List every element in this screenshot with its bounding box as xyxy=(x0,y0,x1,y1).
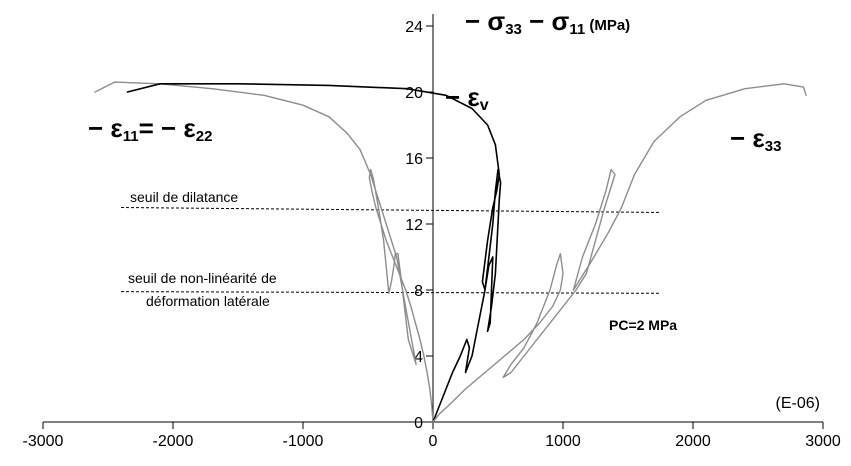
eps-axial-label: − ε33 xyxy=(730,123,781,155)
y-tick-label: 24 xyxy=(405,19,423,36)
x-tick-label: 0 xyxy=(429,433,438,450)
pc-label: PC=2 MPa xyxy=(609,317,677,333)
x-tick-label: -2000 xyxy=(153,433,194,450)
x-tick-label: 2000 xyxy=(675,433,711,450)
series-line-volumetric xyxy=(126,83,502,423)
y-tick-label: 8 xyxy=(414,283,423,300)
series-group xyxy=(94,81,807,423)
y-tick-label: 12 xyxy=(405,217,423,234)
y-tick-label: 0 xyxy=(414,415,423,432)
x-tick-label: -1000 xyxy=(283,433,324,450)
y-tick-label: 16 xyxy=(405,151,423,168)
series-line-axial xyxy=(432,83,807,423)
labels-group: (E-06) − σ33 − σ11 (MPa) − ε11= − ε22 − … xyxy=(88,6,820,412)
dilatancy-label: seuil de dilatance xyxy=(130,189,238,205)
x-unit-label: (E-06) xyxy=(776,395,820,412)
x-tick-label: 3000 xyxy=(805,433,841,450)
y-tick-label: 20 xyxy=(405,85,423,102)
nonlinearity-label-line1: seuil de non-linéarité de xyxy=(128,270,277,286)
x-tick-label: -3000 xyxy=(23,433,64,450)
y-axis-label: − σ33 − σ11 (MPa) xyxy=(465,6,630,38)
x-tick-label: 1000 xyxy=(545,433,581,450)
eps-lateral-label: − ε11= − ε22 xyxy=(88,113,212,145)
threshold-line xyxy=(120,207,661,213)
nonlinearity-label-line2: déformation latérale xyxy=(146,293,270,309)
eps-v-label: − εv xyxy=(445,82,489,114)
series-line-lateral xyxy=(94,81,434,423)
axes: -3000 -2000 -1000 0 1000 2000 3000 0 4 8 12 16 20 24 xyxy=(23,14,841,450)
y-tick-label: 4 xyxy=(414,349,423,366)
